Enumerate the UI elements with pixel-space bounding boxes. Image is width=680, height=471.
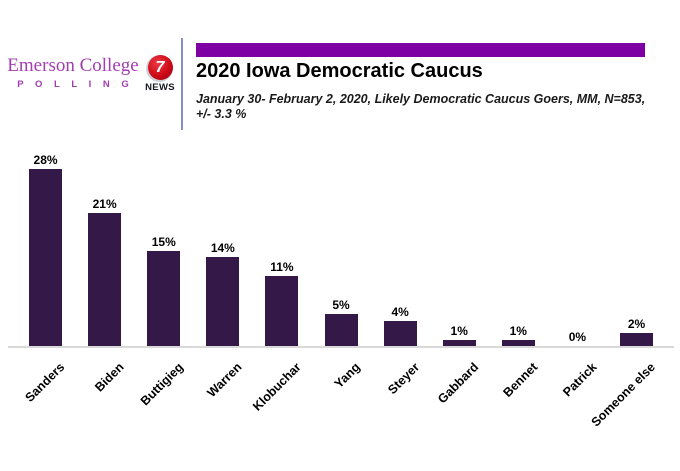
chart-categories: Sanders Biden Buttigieg Warren Klobuchar Yang… xyxy=(16,348,666,440)
news-label: NEWS xyxy=(145,82,175,93)
emerson-college-logo: Emerson College P O L L I N G xyxy=(6,55,140,90)
bar-column: 5% xyxy=(311,150,370,346)
bar-value-label: 1% xyxy=(509,324,527,338)
bar-column: 2% xyxy=(607,150,666,346)
bar-value-label: 14% xyxy=(210,241,235,255)
category-label: Yang xyxy=(331,360,363,392)
bar-value-label: 0% xyxy=(568,330,587,344)
bar xyxy=(501,340,535,346)
header-accent-bar xyxy=(196,43,645,57)
bar xyxy=(324,314,358,346)
bar-column: 21% xyxy=(75,150,134,346)
vertical-divider xyxy=(181,38,183,130)
bar-value-label: 4% xyxy=(391,305,409,319)
category-label: Sanders xyxy=(22,360,68,405)
category-label: Warren xyxy=(204,360,245,401)
bar xyxy=(383,321,417,346)
category-label: Steyer xyxy=(385,360,423,397)
chart-plot: 28% 21% 15% 14% 11% 5% 4% 1% 1% 0% 2% xyxy=(16,150,666,346)
chart-axis-line xyxy=(8,346,674,348)
org-name: Emerson College xyxy=(7,55,139,76)
bar-value-label: 28% xyxy=(33,153,58,167)
category-label: Bennet xyxy=(500,360,541,400)
chart-subtitle: January 30- February 2, 2020, Likely Dem… xyxy=(196,92,676,122)
category-label: Biden xyxy=(92,360,127,395)
bar-chart: 28% 21% 15% 14% 11% 5% 4% 1% 1% 0% 2% Sanders Biden… xyxy=(8,150,674,440)
bar xyxy=(88,213,122,346)
brand-logo: Emerson College P O L L I N G 7 NEWS xyxy=(6,55,178,93)
chart-subtitle-line1: January 30- February 2, 2020, Likely Dem… xyxy=(196,92,646,106)
bar-column: 1% xyxy=(489,150,548,346)
bar xyxy=(265,276,299,346)
bar-column: 4% xyxy=(371,150,430,346)
category-label-cell: Gabbard xyxy=(430,348,489,440)
bar-column: 0% xyxy=(548,150,607,346)
bar xyxy=(147,251,181,346)
bar xyxy=(442,340,476,346)
bar-value-label: 21% xyxy=(92,197,117,211)
bar-column: 28% xyxy=(16,150,75,346)
bar-value-label: 5% xyxy=(332,298,350,312)
bar xyxy=(619,333,653,346)
bar xyxy=(206,257,240,346)
seven-circle-icon: 7 xyxy=(147,55,173,80)
category-label-cell: Buttigieg xyxy=(134,348,193,440)
bar-column: 14% xyxy=(193,150,252,346)
category-label-cell: Steyer xyxy=(371,348,430,440)
bar-column: 11% xyxy=(252,150,311,346)
bar-column: 15% xyxy=(134,150,193,346)
category-label-cell: Yang xyxy=(311,348,370,440)
category-label-cell: Warren xyxy=(193,348,252,440)
bar xyxy=(29,169,63,346)
bar-value-label: 2% xyxy=(627,317,646,331)
category-label: Klobuchar xyxy=(250,360,304,414)
category-label: Gabbard xyxy=(434,360,482,407)
category-label-cell: Someone else xyxy=(589,348,666,440)
category-label-cell: Sanders xyxy=(16,348,75,440)
page-title: 2020 Iowa Democratic Caucus xyxy=(196,60,483,82)
category-label: Patrick xyxy=(559,360,600,400)
news7-logo: 7 NEWS xyxy=(142,55,178,93)
chart-subtitle-line2: +/- 3.3 % xyxy=(196,107,247,121)
category-label-cell: Klobuchar xyxy=(250,348,311,440)
bar-value-label: 15% xyxy=(151,235,176,249)
bar-value-label: 11% xyxy=(270,260,294,274)
org-subtitle: P O L L I N G xyxy=(17,79,134,90)
category-label-cell: Biden xyxy=(75,348,134,440)
category-label: Buttigieg xyxy=(137,360,186,409)
bar-column: 1% xyxy=(430,150,489,346)
bar-value-label: 1% xyxy=(450,324,468,338)
category-label-cell: Bennet xyxy=(489,348,548,440)
